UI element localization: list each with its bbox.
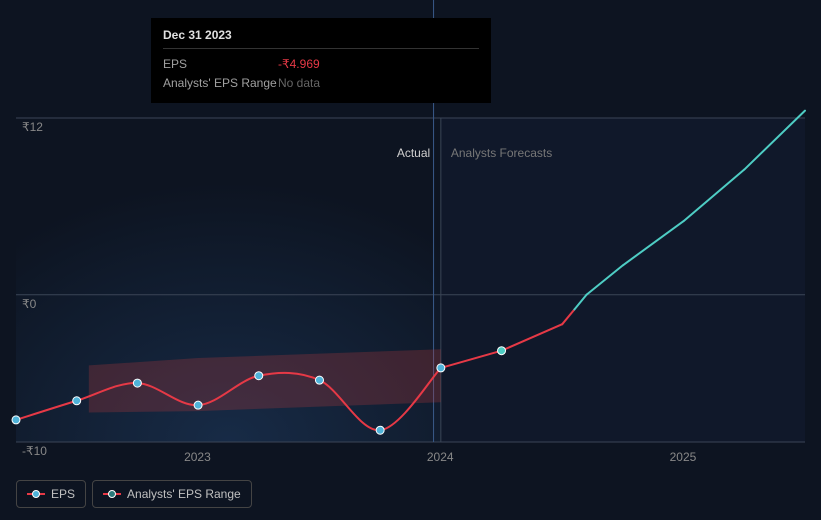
region-label-forecast: Analysts Forecasts xyxy=(451,146,552,160)
eps-marker[interactable] xyxy=(73,397,81,405)
forecast-marker[interactable] xyxy=(498,347,506,355)
chart-legend: EPS Analysts' EPS Range xyxy=(16,480,252,508)
tooltip-row-label: Analysts' EPS Range xyxy=(163,74,278,93)
chart-tooltip: Dec 31 2023 EPS-₹4.969Analysts' EPS Rang… xyxy=(151,18,491,103)
y-tick-label: ₹0 xyxy=(22,297,36,311)
tooltip-row-label: EPS xyxy=(163,55,278,74)
tooltip-row-value: No data xyxy=(278,74,320,93)
tooltip-row: Analysts' EPS RangeNo data xyxy=(163,74,479,93)
legend-swatch xyxy=(27,489,45,499)
y-tick-label: ₹12 xyxy=(22,120,43,134)
eps-marker[interactable] xyxy=(376,426,384,434)
x-tick-label: 2025 xyxy=(670,450,697,464)
legend-label: Analysts' EPS Range xyxy=(127,487,241,501)
region-label-actual: Actual xyxy=(397,146,430,160)
eps-marker[interactable] xyxy=(12,416,20,424)
eps-marker[interactable] xyxy=(437,364,445,372)
legend-label: EPS xyxy=(51,487,75,501)
eps-chart: Dec 31 2023 EPS-₹4.969Analysts' EPS Rang… xyxy=(0,0,821,520)
tooltip-row: EPS-₹4.969 xyxy=(163,55,479,74)
legend-item[interactable]: EPS xyxy=(16,480,86,508)
eps-marker[interactable] xyxy=(255,372,263,380)
x-tick-label: 2023 xyxy=(184,450,211,464)
eps-marker[interactable] xyxy=(133,379,141,387)
legend-swatch xyxy=(103,489,121,499)
tooltip-row-value: -₹4.969 xyxy=(278,55,320,74)
eps-marker[interactable] xyxy=(194,401,202,409)
legend-item[interactable]: Analysts' EPS Range xyxy=(92,480,252,508)
x-tick-label: 2024 xyxy=(427,450,454,464)
eps-marker[interactable] xyxy=(315,376,323,384)
forecast-panel xyxy=(441,118,805,442)
y-tick-label: -₹10 xyxy=(22,444,47,458)
tooltip-date: Dec 31 2023 xyxy=(163,28,479,49)
